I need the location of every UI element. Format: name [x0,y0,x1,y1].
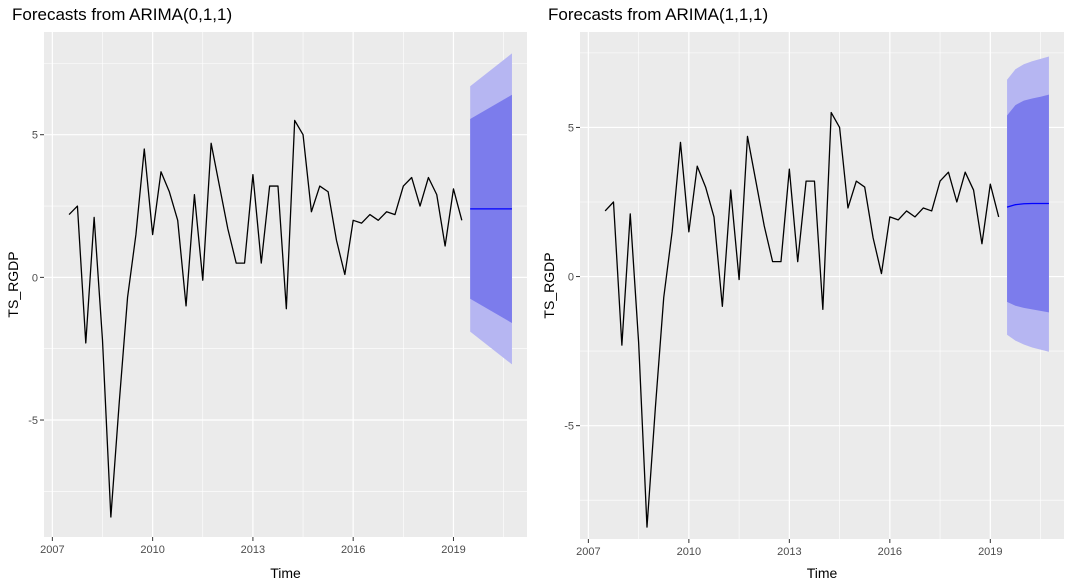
x-tick-label: 2016 [341,544,365,556]
history-series-line [604,111,1000,528]
x-tick-label: 2007 [40,544,64,556]
x-tick-label: 2010 [677,546,701,558]
plot-panel [580,32,1064,539]
x-tick-label: 2013 [777,546,801,558]
history-series-line [68,119,463,518]
x-tick-label: 2016 [878,546,902,558]
x-tick-label: 2019 [441,544,465,556]
x-tick-label: 2010 [140,544,164,556]
y-axis-title: TS_RGDP [5,251,21,317]
x-tick-label: 2007 [576,546,600,558]
chart-panel-arima-111: 2007 2010 2013 2016 2019 -5 0 5 Forecasts from A… [536,0,1072,586]
y-tick-label: 5 [32,130,38,142]
x-tick-label: 2013 [241,544,265,556]
chart-title: Forecasts from ARIMA(1,1,1) [548,5,768,24]
forecast-chart-arima-111: 2007 2010 2013 2016 2019 -5 0 5 Forecasts from A… [541,5,1064,581]
y-tick-label: 0 [32,272,38,284]
x-axis-title: Time [807,565,838,581]
x-axis-title: Time [270,565,301,581]
plot-panel [44,32,527,537]
y-axis-title: TS_RGDP [541,252,557,318]
y-tick-label: 5 [568,122,574,134]
forecast-mean-line [1006,202,1049,208]
chart-title: Forecasts from ARIMA(0,1,1) [12,5,232,24]
chart-panel-arima-011: 2007 2010 2013 2016 2019 -5 0 5 Forecasts from A… [5,5,527,581]
x-tick-label: 2019 [978,546,1002,558]
y-tick-label: 0 [568,272,574,284]
y-tick-label: -5 [564,421,574,433]
y-tick-label: -5 [28,415,38,427]
forecast-chart-arima-011: 2007 2010 2013 2016 2019 -5 0 5 Forecasts from A… [5,5,527,581]
